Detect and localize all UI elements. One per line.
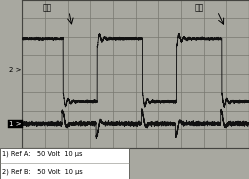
Text: 1) Ref A:   50 Volt  10 μs: 1) Ref A: 50 Volt 10 μs [2, 151, 83, 157]
Text: 原方: 原方 [43, 3, 52, 12]
Text: 1 >: 1 > [9, 121, 22, 127]
FancyBboxPatch shape [0, 148, 129, 179]
Text: 2) Ref B:   50 Volt  10 μs: 2) Ref B: 50 Volt 10 μs [2, 169, 83, 175]
Text: 补偿: 补偿 [195, 3, 204, 12]
Text: 2 >: 2 > [9, 67, 22, 73]
